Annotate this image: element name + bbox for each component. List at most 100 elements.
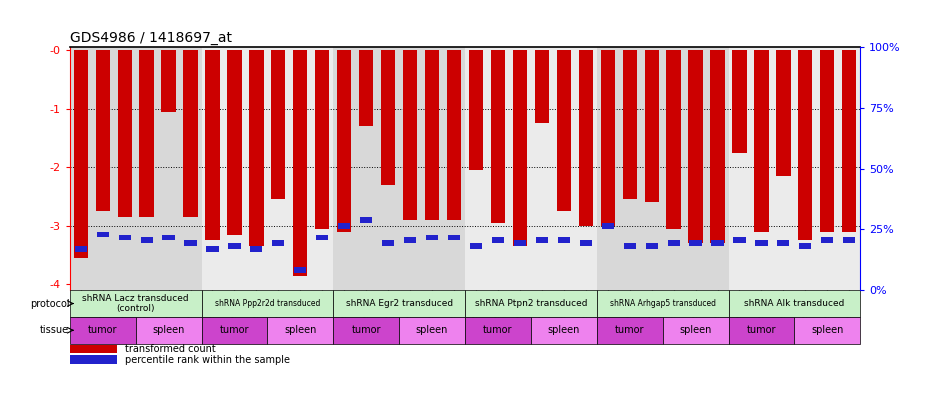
Bar: [492, 237, 504, 243]
Text: tumor: tumor: [219, 325, 249, 335]
Bar: [536, 237, 548, 243]
Bar: [272, 50, 286, 199]
Bar: [250, 246, 262, 252]
Bar: [843, 50, 857, 231]
Bar: [597, 47, 728, 290]
Bar: [512, 50, 527, 246]
Bar: [272, 241, 285, 246]
Bar: [602, 223, 614, 229]
Bar: [333, 290, 465, 317]
Bar: [183, 50, 198, 217]
Text: spleen: spleen: [811, 325, 844, 335]
Bar: [728, 47, 860, 290]
Bar: [557, 50, 571, 211]
Bar: [360, 217, 372, 223]
Bar: [206, 50, 219, 241]
Text: shRNA Ppp2r2d transduced: shRNA Ppp2r2d transduced: [215, 299, 320, 308]
Bar: [73, 50, 87, 258]
Bar: [821, 237, 833, 243]
Bar: [578, 50, 593, 226]
Bar: [491, 50, 505, 223]
Bar: [140, 50, 153, 217]
Bar: [465, 47, 597, 290]
Bar: [798, 50, 813, 241]
Bar: [689, 241, 701, 246]
Bar: [136, 317, 202, 343]
Bar: [381, 50, 395, 185]
Bar: [202, 290, 333, 317]
Bar: [844, 237, 856, 243]
Text: spleen: spleen: [416, 325, 448, 335]
Bar: [117, 50, 132, 217]
Text: tumor: tumor: [615, 325, 644, 335]
Bar: [820, 50, 834, 231]
Bar: [514, 241, 526, 246]
Text: spleen: spleen: [680, 325, 711, 335]
Bar: [597, 290, 728, 317]
Bar: [70, 355, 117, 364]
Text: tumor: tumor: [747, 325, 777, 335]
Bar: [728, 317, 794, 343]
Bar: [206, 246, 219, 252]
Bar: [315, 50, 329, 229]
Bar: [333, 47, 465, 290]
Bar: [755, 241, 767, 246]
Bar: [267, 317, 333, 343]
Bar: [558, 237, 570, 243]
Bar: [333, 317, 399, 343]
Bar: [184, 241, 196, 246]
Bar: [249, 50, 263, 246]
Bar: [97, 231, 109, 237]
Bar: [426, 235, 438, 241]
Bar: [624, 243, 636, 249]
Bar: [465, 290, 597, 317]
Bar: [662, 317, 728, 343]
Text: tumor: tumor: [352, 325, 381, 335]
Bar: [403, 50, 418, 220]
Bar: [579, 241, 591, 246]
Bar: [70, 345, 117, 353]
Bar: [202, 317, 267, 343]
Text: protocol: protocol: [30, 299, 70, 309]
Text: shRNA Egr2 transduced: shRNA Egr2 transduced: [346, 299, 453, 308]
Bar: [229, 243, 241, 249]
Bar: [601, 50, 615, 226]
Text: transformed count: transformed count: [125, 344, 216, 354]
Bar: [799, 243, 811, 249]
Bar: [162, 50, 176, 112]
Bar: [645, 243, 658, 249]
Text: tissue: tissue: [40, 325, 70, 335]
Bar: [734, 237, 746, 243]
Bar: [293, 50, 308, 275]
Bar: [754, 50, 768, 231]
Text: shRNA Lacz transduced
(control): shRNA Lacz transduced (control): [83, 294, 189, 313]
Bar: [163, 235, 175, 241]
Bar: [425, 50, 439, 220]
Bar: [337, 50, 352, 231]
Bar: [688, 50, 703, 243]
Bar: [70, 317, 136, 343]
Bar: [470, 243, 482, 249]
Bar: [777, 241, 790, 246]
Text: percentile rank within the sample: percentile rank within the sample: [125, 354, 290, 365]
Bar: [140, 237, 153, 243]
Bar: [711, 50, 724, 243]
Text: spleen: spleen: [153, 325, 185, 335]
Bar: [711, 241, 724, 246]
Text: GDS4986 / 1418697_at: GDS4986 / 1418697_at: [70, 31, 232, 45]
Text: tumor: tumor: [484, 325, 512, 335]
Text: shRNA Alk transduced: shRNA Alk transduced: [744, 299, 844, 308]
Text: spleen: spleen: [548, 325, 580, 335]
Bar: [531, 317, 597, 343]
Bar: [668, 241, 680, 246]
Bar: [70, 290, 202, 317]
Bar: [294, 267, 306, 273]
Bar: [644, 50, 658, 202]
Bar: [777, 50, 790, 176]
Bar: [382, 241, 394, 246]
Bar: [622, 50, 637, 199]
Bar: [404, 237, 416, 243]
Text: shRNA Arhgap5 transduced: shRNA Arhgap5 transduced: [610, 299, 715, 308]
Bar: [728, 290, 860, 317]
Bar: [732, 50, 747, 152]
